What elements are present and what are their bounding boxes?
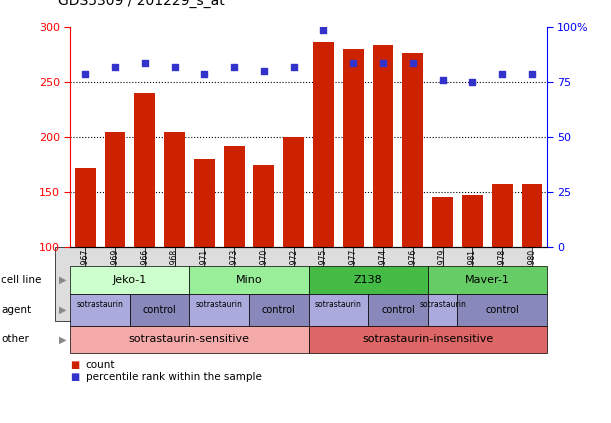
- Point: [437, 77, 447, 84]
- Point: [348, 59, 358, 66]
- Text: Jeko-1: Jeko-1: [112, 275, 147, 285]
- Bar: [432, 197, 453, 247]
- Text: Mino: Mino: [236, 275, 262, 285]
- Text: other: other: [1, 335, 29, 344]
- Bar: [462, 195, 483, 247]
- Text: control: control: [381, 305, 415, 315]
- Text: sotrastaurin: sotrastaurin: [419, 300, 466, 319]
- Text: ■: ■: [70, 372, 79, 382]
- Bar: [134, 93, 155, 247]
- Bar: [194, 159, 214, 247]
- Point: [318, 26, 328, 33]
- Point: [170, 64, 180, 71]
- Text: sotrastaurin: sotrastaurin: [196, 300, 243, 319]
- Bar: [492, 184, 513, 247]
- Point: [80, 70, 90, 77]
- Text: percentile rank within the sample: percentile rank within the sample: [86, 372, 262, 382]
- Point: [289, 64, 299, 71]
- Bar: [75, 168, 95, 247]
- Bar: [254, 165, 274, 247]
- Text: sotrastaurin-sensitive: sotrastaurin-sensitive: [129, 335, 250, 344]
- Text: count: count: [86, 360, 115, 370]
- Text: Maver-1: Maver-1: [465, 275, 510, 285]
- Point: [467, 79, 477, 86]
- Text: sotrastaurin: sotrastaurin: [315, 300, 362, 319]
- Point: [497, 70, 507, 77]
- Point: [110, 64, 120, 71]
- Point: [408, 59, 418, 66]
- Text: GDS5309 / 201229_s_at: GDS5309 / 201229_s_at: [58, 0, 225, 8]
- Text: control: control: [262, 305, 296, 315]
- Text: ▶: ▶: [59, 335, 67, 344]
- Bar: [313, 42, 334, 247]
- Bar: [373, 45, 393, 247]
- Text: sotrastaurin: sotrastaurin: [76, 300, 123, 319]
- Bar: [164, 132, 185, 247]
- Point: [259, 68, 269, 75]
- Point: [199, 70, 209, 77]
- Text: cell line: cell line: [1, 275, 42, 285]
- Text: sotrastaurin-insensitive: sotrastaurin-insensitive: [362, 335, 493, 344]
- Bar: [403, 53, 423, 247]
- Text: control: control: [143, 305, 177, 315]
- Text: control: control: [485, 305, 519, 315]
- Bar: [224, 146, 244, 247]
- Bar: [522, 184, 543, 247]
- Text: ■: ■: [70, 360, 79, 370]
- Text: ▶: ▶: [59, 305, 67, 315]
- Text: ▶: ▶: [59, 275, 67, 285]
- Point: [140, 59, 150, 66]
- Text: Z138: Z138: [354, 275, 382, 285]
- Bar: [343, 49, 364, 247]
- Point: [527, 70, 537, 77]
- Point: [229, 64, 239, 71]
- Point: [378, 59, 388, 66]
- Text: agent: agent: [1, 305, 31, 315]
- Bar: [284, 137, 304, 247]
- Bar: [104, 132, 125, 247]
